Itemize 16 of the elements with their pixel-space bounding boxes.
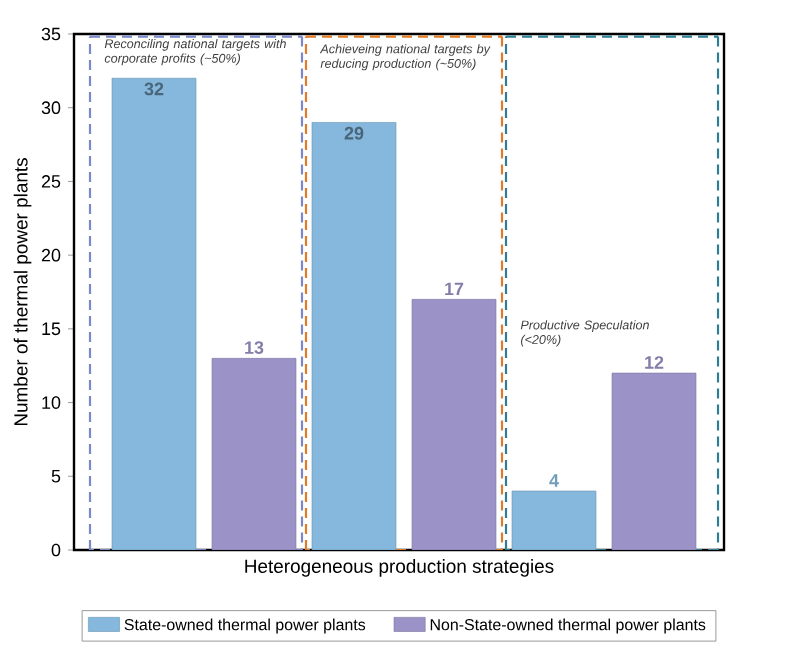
y-tick-label: 35 <box>41 27 61 41</box>
data-label: 12 <box>645 356 664 369</box>
y-tick-label: 5 <box>51 470 61 483</box>
y-tick-label: 30 <box>41 101 61 115</box>
data-label: 13 <box>245 341 264 354</box>
y-axis-title: Number of thermal power plants <box>13 158 32 426</box>
x-axis-title: Heterogeneous production strategies <box>245 559 554 577</box>
y-tick-label: 25 <box>41 175 61 188</box>
y-tick-label: 10 <box>42 396 61 409</box>
y-tick-label: 20 <box>41 248 61 262</box>
data-label: 29 <box>344 126 364 140</box>
data-label: 17 <box>445 282 464 295</box>
y-tick-label: 0 <box>51 543 61 557</box>
y-tick-label: 15 <box>42 322 61 336</box>
data-label: 4 <box>549 474 559 487</box>
data-label: 32 <box>144 82 164 96</box>
